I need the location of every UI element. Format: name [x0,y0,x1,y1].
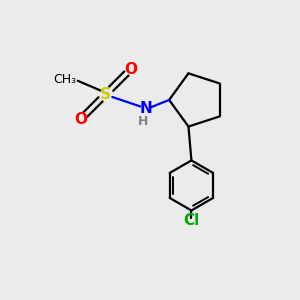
Text: S: S [100,87,111,102]
Text: Cl: Cl [183,213,200,228]
Text: N: N [139,101,152,116]
Text: CH₃: CH₃ [53,73,76,86]
Text: O: O [124,61,137,76]
Text: H: H [137,115,148,128]
Text: O: O [74,112,87,127]
